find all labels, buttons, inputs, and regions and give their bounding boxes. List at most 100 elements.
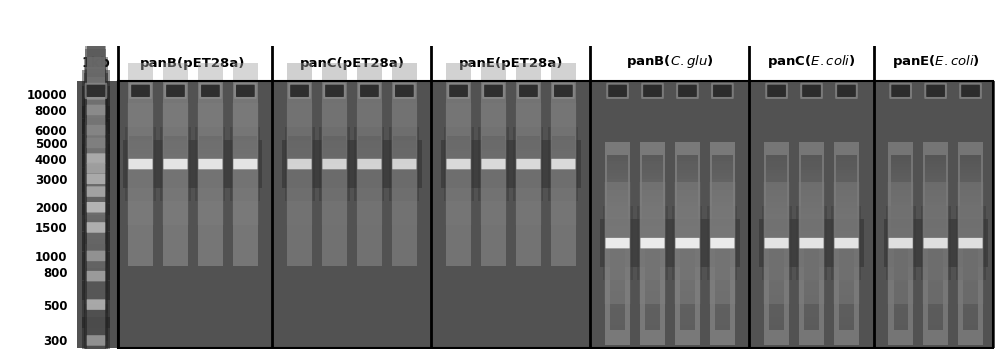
Bar bbox=[766, 161, 787, 164]
Bar bbox=[233, 159, 257, 160]
Bar bbox=[836, 228, 857, 232]
Bar bbox=[233, 161, 257, 162]
Bar bbox=[925, 237, 946, 240]
Bar bbox=[607, 176, 628, 179]
Bar bbox=[680, 295, 695, 299]
Bar bbox=[393, 147, 416, 148]
Bar bbox=[607, 173, 628, 176]
Bar bbox=[839, 325, 854, 330]
Bar bbox=[680, 286, 695, 291]
Bar bbox=[796, 207, 827, 280]
Bar bbox=[925, 193, 946, 196]
Bar bbox=[894, 247, 908, 252]
Bar bbox=[87, 29, 105, 232]
Bar bbox=[517, 153, 540, 154]
Bar bbox=[801, 202, 822, 205]
Bar bbox=[766, 164, 787, 167]
Bar bbox=[517, 147, 540, 148]
Bar bbox=[801, 176, 822, 179]
Bar bbox=[358, 154, 381, 155]
Bar bbox=[233, 156, 257, 157]
Bar bbox=[928, 286, 943, 291]
Bar bbox=[894, 291, 908, 295]
Bar bbox=[85, 107, 106, 229]
Bar bbox=[447, 161, 470, 162]
Bar bbox=[712, 173, 733, 176]
Bar bbox=[164, 154, 187, 155]
Bar bbox=[233, 162, 257, 163]
Bar bbox=[288, 139, 311, 140]
Bar bbox=[358, 136, 381, 137]
Bar bbox=[891, 164, 911, 167]
Bar bbox=[552, 154, 575, 155]
Bar bbox=[482, 163, 505, 164]
Bar bbox=[925, 181, 946, 185]
Bar bbox=[642, 205, 663, 208]
Bar bbox=[963, 291, 978, 295]
Bar bbox=[836, 220, 857, 223]
FancyBboxPatch shape bbox=[234, 83, 257, 99]
FancyBboxPatch shape bbox=[449, 85, 468, 97]
Bar bbox=[233, 140, 257, 141]
Bar bbox=[129, 139, 152, 140]
Bar bbox=[960, 240, 981, 243]
Bar bbox=[82, 168, 110, 215]
Bar bbox=[804, 243, 819, 247]
Bar bbox=[288, 138, 311, 139]
Bar bbox=[199, 160, 222, 161]
Bar bbox=[447, 150, 470, 151]
Bar bbox=[712, 234, 733, 237]
Bar bbox=[199, 145, 222, 146]
Bar bbox=[677, 161, 698, 164]
Bar bbox=[84, 73, 108, 147]
Bar bbox=[960, 158, 981, 161]
Bar bbox=[925, 196, 946, 199]
Text: panE(pET28a): panE(pET28a) bbox=[459, 57, 563, 70]
Bar bbox=[393, 139, 416, 140]
FancyBboxPatch shape bbox=[358, 83, 381, 99]
Bar bbox=[356, 103, 383, 225]
FancyBboxPatch shape bbox=[87, 251, 105, 261]
FancyBboxPatch shape bbox=[551, 159, 575, 169]
Bar bbox=[603, 207, 633, 280]
Bar bbox=[393, 162, 416, 163]
Bar bbox=[85, 118, 106, 240]
Bar bbox=[85, 195, 106, 317]
Bar bbox=[199, 151, 222, 152]
Bar bbox=[677, 193, 698, 196]
FancyBboxPatch shape bbox=[87, 138, 105, 148]
Bar bbox=[164, 147, 187, 148]
Bar bbox=[482, 155, 505, 156]
Bar bbox=[677, 181, 698, 185]
Bar bbox=[642, 226, 663, 228]
Bar bbox=[839, 291, 854, 295]
FancyBboxPatch shape bbox=[640, 238, 665, 249]
Bar bbox=[715, 312, 730, 317]
Bar bbox=[712, 179, 733, 181]
Bar bbox=[642, 232, 663, 234]
Bar bbox=[85, 33, 106, 155]
FancyBboxPatch shape bbox=[287, 159, 312, 169]
Bar bbox=[839, 252, 854, 256]
Bar bbox=[836, 167, 857, 170]
FancyBboxPatch shape bbox=[552, 83, 575, 99]
Bar bbox=[323, 163, 346, 164]
Bar bbox=[925, 155, 946, 158]
Bar bbox=[233, 145, 257, 146]
Bar bbox=[164, 148, 187, 149]
Bar bbox=[801, 170, 822, 173]
Bar bbox=[82, 252, 110, 300]
Bar bbox=[928, 252, 943, 256]
Bar bbox=[607, 193, 628, 196]
Bar bbox=[928, 304, 943, 308]
Bar bbox=[517, 139, 540, 140]
Bar bbox=[447, 149, 470, 150]
FancyBboxPatch shape bbox=[889, 238, 913, 249]
FancyBboxPatch shape bbox=[392, 159, 416, 169]
Bar bbox=[323, 152, 346, 153]
FancyBboxPatch shape bbox=[233, 159, 257, 169]
Bar bbox=[891, 199, 911, 202]
Bar bbox=[801, 223, 822, 226]
FancyBboxPatch shape bbox=[641, 83, 664, 99]
Bar bbox=[82, 184, 110, 231]
